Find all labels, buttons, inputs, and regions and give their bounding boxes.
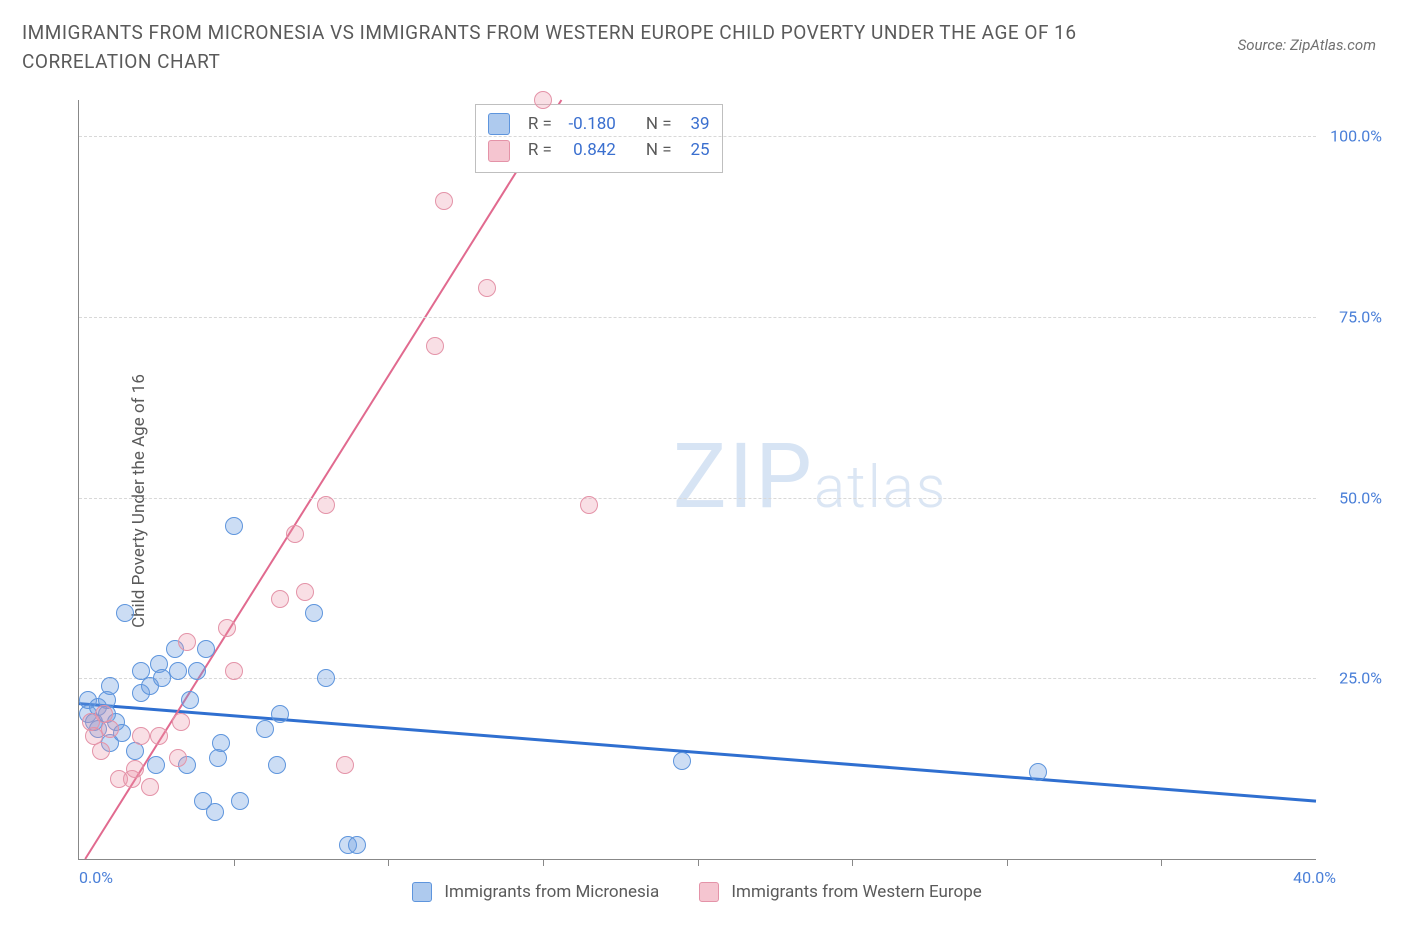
swatch-pink-icon	[699, 882, 719, 902]
y-tick-label: 50.0%	[1320, 488, 1382, 507]
statistics-legend-box: R = -0.180 N = 39 R = 0.842 N = 25	[475, 104, 723, 173]
trendline	[85, 100, 561, 859]
swatch-icon	[488, 140, 510, 162]
data-point	[172, 713, 190, 731]
chart-container: IMMIGRANTS FROM MICRONESIA VS IMMIGRANTS…	[0, 0, 1406, 930]
gridline	[79, 498, 1316, 499]
data-point	[336, 756, 354, 774]
x-tick	[1007, 859, 1008, 866]
plot-region: ZIPatlas R =-0.180N =39R = 0.842N =25 25…	[78, 100, 1316, 860]
gridline	[79, 317, 1316, 318]
data-point	[271, 590, 289, 608]
data-point	[296, 583, 314, 601]
trendline	[79, 704, 1316, 802]
series-legend-footer: Immigrants from Micronesia Immigrants fr…	[78, 876, 1316, 908]
x-tick	[234, 859, 235, 866]
legend-label-micronesia: Immigrants from Micronesia	[444, 882, 659, 902]
data-point	[534, 91, 552, 109]
stat-r-value: -0.180	[562, 111, 616, 137]
trendlines-layer	[79, 100, 1316, 859]
stat-row: R = -0.180 N = 39	[488, 111, 710, 137]
data-point	[126, 760, 144, 778]
data-point	[580, 496, 598, 514]
data-point	[169, 749, 187, 767]
x-tick	[1161, 859, 1162, 866]
stat-row: R = 0.842 N = 25	[488, 137, 710, 163]
source-attribution: Source: ZipAtlas.com	[1238, 36, 1376, 54]
gridline	[79, 678, 1316, 679]
data-point	[188, 662, 206, 680]
data-point	[348, 836, 366, 854]
y-tick-label: 75.0%	[1320, 307, 1382, 326]
chart-title: IMMIGRANTS FROM MICRONESIA VS IMMIGRANTS…	[22, 18, 1172, 77]
data-point	[426, 337, 444, 355]
stat-n-value: 25	[682, 137, 710, 163]
data-point	[256, 720, 274, 738]
data-point	[132, 727, 150, 745]
legend-label-western-europe: Immigrants from Western Europe	[731, 882, 981, 902]
data-point	[435, 192, 453, 210]
x-tick	[543, 859, 544, 866]
data-point	[206, 803, 224, 821]
data-point	[92, 742, 110, 760]
x-tick	[852, 859, 853, 866]
gridline	[79, 136, 1316, 137]
swatch-blue-icon	[412, 882, 432, 902]
data-point	[225, 662, 243, 680]
stat-n-label: N =	[646, 137, 672, 163]
stat-n-value: 39	[682, 111, 710, 137]
stat-r-value: 0.842	[562, 137, 616, 163]
stat-r-label: R =	[528, 137, 552, 163]
data-point	[218, 619, 236, 637]
header-row: IMMIGRANTS FROM MICRONESIA VS IMMIGRANTS…	[0, 0, 1406, 77]
data-point	[101, 720, 119, 738]
stat-r-label: R =	[528, 111, 552, 137]
data-point	[141, 778, 159, 796]
swatch-icon	[488, 113, 510, 135]
y-tick-label: 25.0%	[1320, 669, 1382, 688]
data-point	[268, 756, 286, 774]
legend-item-western-europe: Immigrants from Western Europe	[699, 882, 982, 903]
x-tick	[698, 859, 699, 866]
data-point	[169, 662, 187, 680]
data-point	[101, 677, 119, 695]
stat-n-label: N =	[646, 111, 672, 137]
data-point	[231, 792, 249, 810]
y-tick-label: 100.0%	[1320, 127, 1382, 146]
x-tick	[388, 859, 389, 866]
chart-area: Child Poverty Under the Age of 16 ZIPatl…	[20, 92, 1386, 910]
legend-item-micronesia: Immigrants from Micronesia	[412, 882, 659, 903]
data-point	[1029, 763, 1047, 781]
